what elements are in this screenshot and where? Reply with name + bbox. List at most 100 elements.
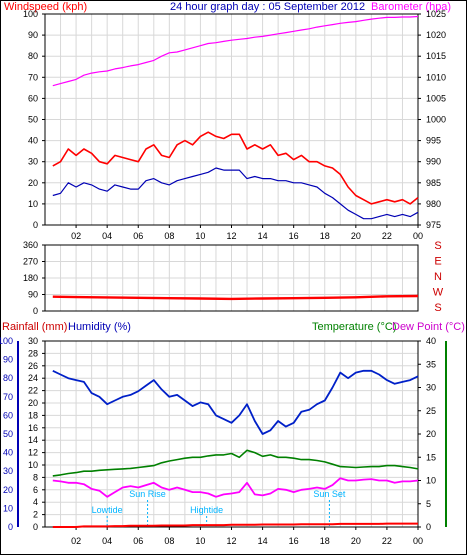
- temperature-tick-label: 25: [426, 406, 436, 416]
- x-tick-label: 22: [382, 231, 392, 241]
- compass-letter: S: [434, 302, 441, 314]
- rain-humidity-temperature-panel: Rainfall (mm) Humidity (%) Temperature (…: [0, 321, 465, 546]
- x-tick-label: 20: [351, 536, 361, 546]
- humidity-tick-label: 80: [3, 373, 13, 383]
- x-tick-label: 04: [102, 231, 112, 241]
- rainfall-axis-label: Rainfall (mm): [2, 321, 67, 333]
- temperature-axis-label: Temperature (°C): [312, 321, 396, 333]
- barometer-tick-label: 1015: [426, 51, 446, 61]
- barometer-tick-label: 1020: [426, 30, 446, 40]
- rain-tick-label: 16: [28, 423, 38, 433]
- x-tick-label: 06: [133, 536, 143, 546]
- barometer-tick-label: 1000: [426, 115, 446, 125]
- barometer-ticks: 975 980 985 990 995 1000 1005 1010 1015 1020 1025: [418, 9, 446, 230]
- annotation-label: Sun Rise: [129, 489, 166, 499]
- x-tick-label: 22: [382, 536, 392, 546]
- humidity-tick-label: 30: [3, 466, 13, 476]
- barometer-line: [52, 15, 419, 87]
- x-tick-label: 12: [226, 231, 236, 241]
- annotation-label: Sun Set: [313, 489, 346, 499]
- x-tick-label: 00: [413, 536, 423, 546]
- barometer-tick-label: 1005: [426, 93, 446, 103]
- temperature-tick-label: 40: [426, 336, 436, 346]
- chart-title: 24 hour graph day : 05 September 2012: [170, 1, 365, 13]
- rain-tick-label: 0: [33, 522, 38, 532]
- windspeed-tick-label: 80: [28, 51, 38, 61]
- barometer-tick-label: 1025: [426, 9, 446, 19]
- annotation-label: Lowtide: [92, 505, 123, 515]
- x-tick-label: 18: [320, 536, 330, 546]
- windspeed-line: [52, 131, 419, 205]
- x-tick-label: 02: [71, 231, 81, 241]
- windspeed-tick-label: 90: [28, 30, 38, 40]
- compass-letter: W: [433, 287, 444, 299]
- rain-tick-label: 12: [28, 448, 38, 458]
- humidity-ticks: 0 10 20 30 40 50 60 70 80 90 100: [0, 336, 19, 532]
- humidity-grid: [45, 340, 419, 528]
- x-tick-label: 14: [258, 231, 268, 241]
- x-tick-label: 20: [351, 231, 361, 241]
- temperature-tick-label: 20: [426, 429, 436, 439]
- humidity-line: [52, 369, 419, 435]
- rain-tick-label: 18: [28, 410, 38, 420]
- rain-tick-label: 4: [33, 497, 38, 507]
- x-tick-label: 08: [164, 231, 174, 241]
- humidity-tick-label: 10: [3, 503, 13, 513]
- barometer-tick-label: 980: [426, 199, 441, 209]
- x-tick-label: 16: [289, 231, 299, 241]
- windspeed-tick-label: 60: [28, 93, 38, 103]
- barometer-tick-label: 1010: [426, 72, 446, 82]
- direction-tick-label: 270: [23, 257, 38, 267]
- humidity-tick-label: 40: [3, 448, 13, 458]
- x-tick-label: 12: [226, 536, 236, 546]
- x-tick-label: 10: [195, 536, 205, 546]
- rain-tick-label: 28: [28, 348, 38, 358]
- rain-tick-label: 22: [28, 386, 38, 396]
- rain-tick-label: 8: [33, 472, 38, 482]
- humidity-x-ticks: 02 04 06 08 10 12 14 16 18 20 22 00: [71, 527, 423, 546]
- windspeed-tick-label: 10: [28, 199, 38, 209]
- windspeed-tick-label: 0: [33, 220, 38, 230]
- x-tick-label: 00: [413, 231, 423, 241]
- rain-tick-label: 14: [28, 435, 38, 445]
- direction-tick-label: 180: [23, 273, 38, 283]
- humidity-tick-label: 50: [3, 429, 13, 439]
- barometer-tick-label: 990: [426, 157, 441, 167]
- humidity-tick-label: 60: [3, 410, 13, 420]
- windspeed-tick-label: 50: [28, 115, 38, 125]
- direction-tick-label: 0: [33, 306, 38, 316]
- dewpoint-axis-label: Dew Point (°C): [392, 321, 465, 333]
- rain-tick-label: 6: [33, 485, 38, 495]
- wind-direction-line: [52, 294, 419, 301]
- x-tick-label: 06: [133, 231, 143, 241]
- barometer-tick-label: 985: [426, 178, 441, 188]
- direction-tick-label: 90: [28, 290, 38, 300]
- wind-barometer-panel: Windspeed (kph) 24 hour graph day : 05 S…: [4, 1, 451, 241]
- humidity-tick-label: 0: [8, 522, 13, 532]
- temperature-tick-label: 10: [426, 476, 436, 486]
- windspeed-tick-label: 40: [28, 136, 38, 146]
- rain-tick-label: 30: [28, 336, 38, 346]
- x-tick-label: 10: [195, 231, 205, 241]
- dewpoint-line: [52, 477, 419, 498]
- humidity-axis-label: Humidity (%): [68, 321, 131, 333]
- direction-tick-label: 360: [23, 240, 38, 250]
- x-tick-label: 16: [289, 536, 299, 546]
- windspeed-tick-label: 20: [28, 178, 38, 188]
- temperature-ticks: 0 5 10 15 20 25 30 35 40: [418, 336, 447, 532]
- x-tick-label: 04: [102, 536, 112, 546]
- temperature-tick-label: 35: [426, 359, 436, 369]
- windspeed-ticks: 0 10 20 30 40 50 60 70 80 90 100: [23, 9, 45, 230]
- wind-x-ticks: 02 04 06 08 10 12 14 16 18 20 22 00: [71, 225, 423, 241]
- rain-tick-label: 24: [28, 373, 38, 383]
- barometer-tick-label: 995: [426, 136, 441, 146]
- humidity-tick-label: 70: [3, 392, 13, 402]
- rain-tick-label: 26: [28, 361, 38, 371]
- temperature-tick-label: 5: [426, 499, 431, 509]
- x-tick-label: 02: [71, 536, 81, 546]
- temperature-line: [52, 449, 419, 477]
- rainfall-line: [52, 522, 418, 528]
- windspeed-tick-label: 100: [23, 9, 38, 19]
